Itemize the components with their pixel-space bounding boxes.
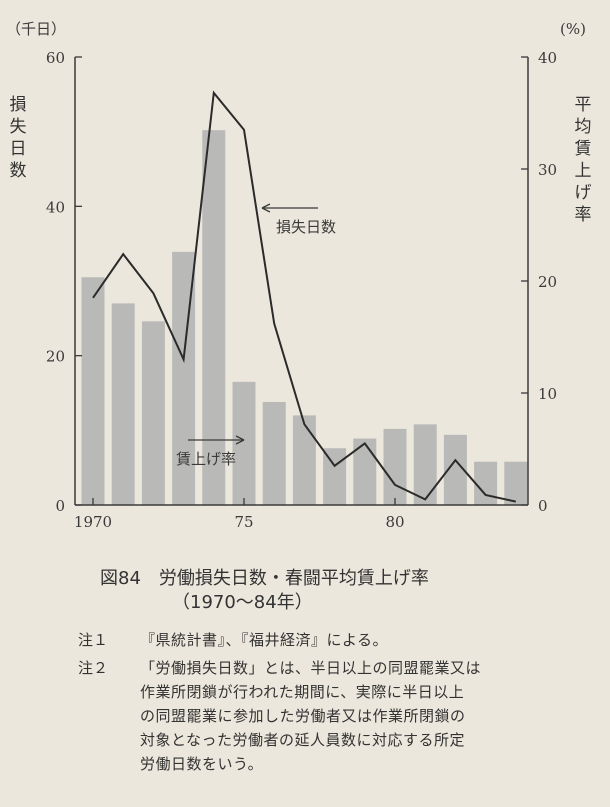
right-tick-label: 10	[538, 385, 557, 403]
right-tick-label: 0	[538, 497, 548, 515]
note-text: 『県統計書』、『福井経済』による。	[140, 628, 388, 652]
bar	[474, 461, 498, 505]
note-label: 注１	[78, 631, 109, 649]
bar	[111, 303, 135, 505]
bar-annotation-arrowhead	[261, 203, 271, 213]
right-tick-label: 30	[538, 161, 557, 179]
note-line: 労働日数をいう。	[140, 755, 264, 773]
note-line: 作業所閉鎖が行われた期間に、実際に半日以上	[140, 683, 465, 701]
bar-annotation-label: 損失日数	[276, 218, 336, 236]
right-axis-title-char: 率	[574, 205, 592, 225]
right-axis-title-char: 賃	[574, 139, 592, 159]
left-tick-label: 0	[55, 497, 65, 515]
line-annotation-arrowhead	[235, 435, 245, 445]
right-axis-title-char: 平	[574, 95, 592, 115]
bar	[443, 434, 467, 505]
wage-rate-line	[92, 90, 517, 503]
note-label: 注２	[78, 659, 109, 677]
notes: 注１ 『県統計書』、『福井経済』による。 注２ 「労働損失日数」とは、半日以上の…	[78, 628, 578, 780]
left-tick-label: 20	[46, 348, 65, 366]
figure-number: 図84	[100, 568, 141, 589]
bar	[262, 401, 286, 505]
left-tick-label: 60	[46, 49, 65, 67]
bar	[81, 277, 105, 505]
bar	[383, 428, 407, 505]
left-axis-title: 損 失 日 数	[8, 94, 28, 182]
bar	[232, 381, 256, 505]
figure-title: 労働損失日数・春闘平均賃上げ率	[158, 568, 429, 589]
note-2: 注２ 「労働損失日数」とは、半日以上の同盟罷業又は 作業所閉鎖が行われた期間に、…	[78, 656, 578, 776]
note-line: 対象となった労働者の延人員数に対応する所定	[140, 731, 466, 749]
right-axis-title-char: 均	[574, 117, 592, 137]
left-axis-title-char: 日	[9, 139, 27, 159]
bar	[202, 130, 226, 505]
note-text: 「労働損失日数」とは、半日以上の同盟罷業又は 作業所閉鎖が行われた期間に、実際に…	[140, 656, 481, 776]
left-axis-title-char: 数	[9, 161, 27, 181]
x-tick-label: 1970	[74, 513, 112, 531]
figure-subtitle: （1970〜84年）	[172, 592, 313, 613]
note-line: 『県統計書』、『福井経済』による。	[140, 631, 389, 649]
right-tick-label: 20	[538, 273, 557, 291]
bar	[141, 321, 165, 505]
figure-caption: 図84 労働損失日数・春闘平均賃上げ率 （1970〜84年）	[100, 567, 580, 615]
line-annotation-label: 賃上げ率	[176, 450, 236, 468]
bar	[292, 415, 316, 505]
right-axis-unit: (%)	[560, 20, 586, 38]
x-tick-label: 75	[234, 513, 253, 531]
right-axis-title-char: げ	[574, 183, 592, 203]
bar	[353, 438, 377, 505]
note-1: 注１ 『県統計書』、『福井経済』による。	[78, 628, 578, 652]
bar	[413, 424, 437, 505]
note-line: 「労働損失日数」とは、半日以上の同盟罷業又は	[140, 659, 482, 677]
note-line: の同盟罷業に参加した労働者又は作業所閉鎖の	[140, 707, 466, 725]
right-tick-label: 40	[538, 49, 557, 67]
left-axis-title-char: 失	[9, 117, 27, 137]
left-axis-title-char: 損	[9, 95, 27, 115]
x-tick-label: 80	[385, 513, 404, 531]
bar	[504, 461, 528, 505]
right-axis-title: 平 均 賃 上 げ 率	[573, 94, 593, 226]
left-axis-unit: （千日）	[6, 20, 66, 38]
bar	[323, 448, 347, 505]
right-axis-title-char: 上	[574, 161, 592, 181]
left-tick-label: 40	[46, 198, 65, 216]
